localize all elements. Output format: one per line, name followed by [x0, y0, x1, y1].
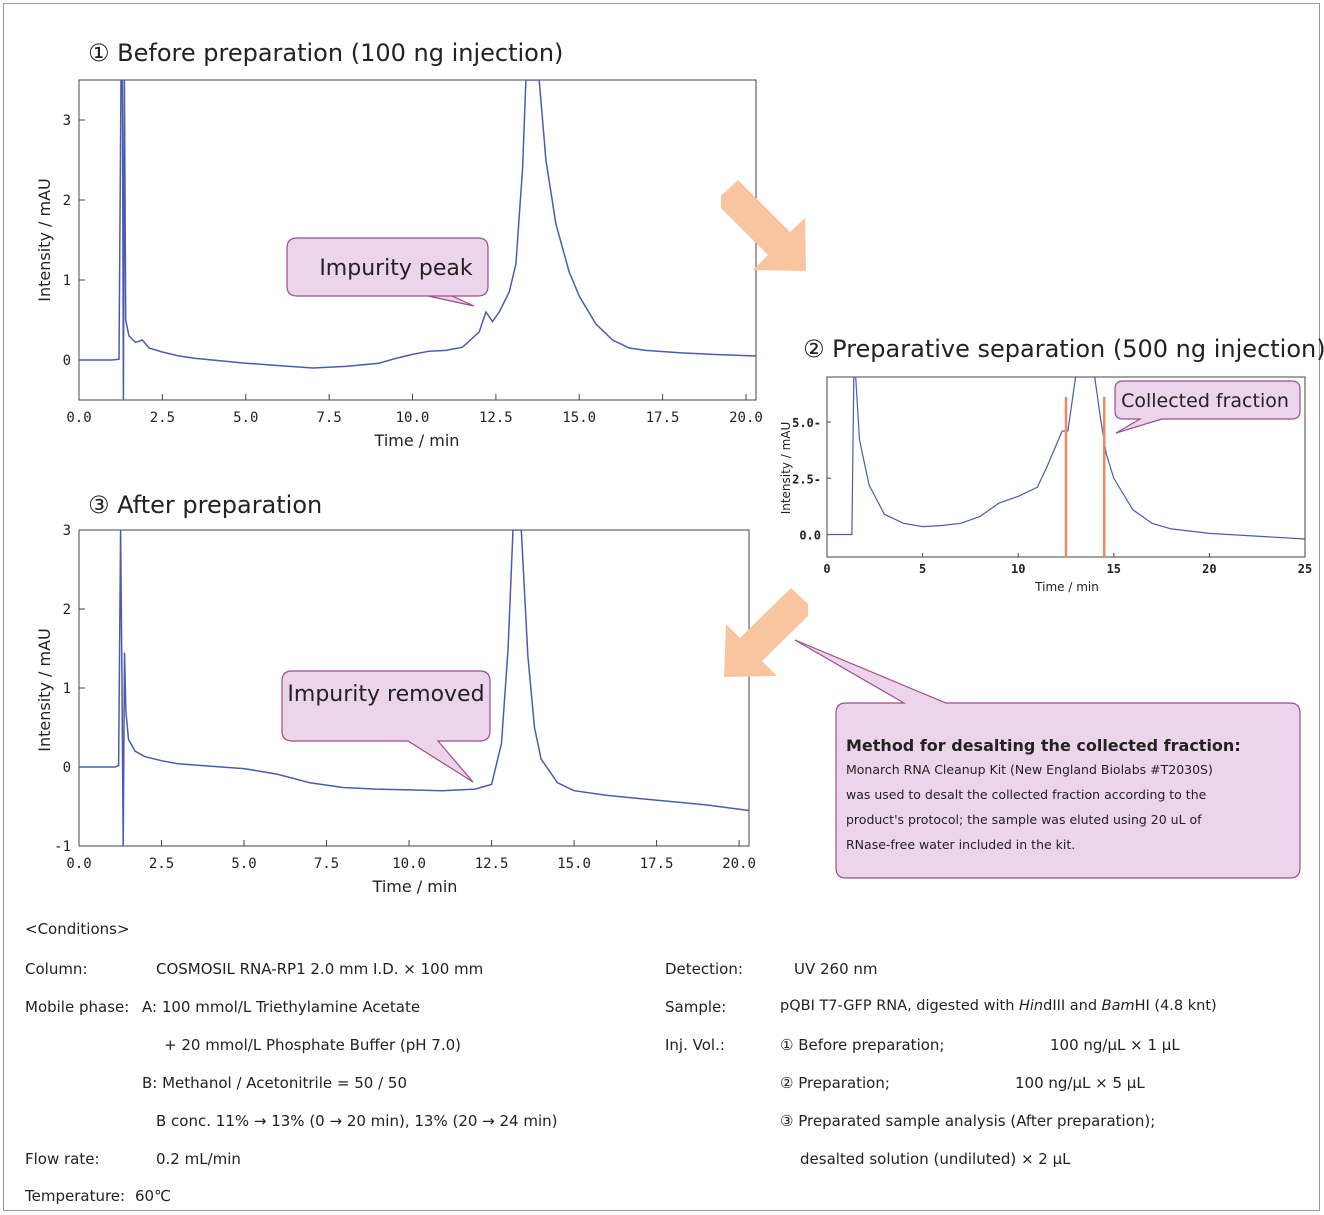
chart-2-xlabel: Time / min [1034, 580, 1099, 594]
detection-value: UV 260 nm [794, 960, 878, 978]
x-tick-label: 12.5 [479, 410, 513, 426]
x-tick-label: 7.5 [316, 410, 341, 426]
temperature-value: 60℃ [135, 1187, 171, 1205]
sample-text: dIII and [1043, 998, 1102, 1014]
x-tick-label: 10.0 [392, 856, 426, 872]
x-tick-label: 17.5 [640, 856, 674, 872]
chart-2-trace [827, 377, 1305, 540]
x-tick-label: 5 [919, 562, 926, 576]
x-tick-label: 20.0 [722, 856, 756, 872]
column-label: Column: [25, 960, 88, 978]
method-body: Monarch RNA Cleanup Kit (New England Bio… [846, 757, 1284, 857]
x-tick-label: 10 [1011, 562, 1025, 576]
x-tick-label: 15.0 [562, 410, 596, 426]
y-tick-label: 2.5- [792, 472, 821, 486]
conditions-header: <Conditions> [25, 920, 130, 938]
x-tick-label: 25 [1298, 562, 1312, 576]
method-line: product's protocol; the sample was elute… [846, 812, 1202, 827]
chart-before-preparation: 0.0 2.5 5.0 7.5 10.0 12.5 15.0 17.5 20.0 0 1 2 3 Tim… [35, 79, 763, 450]
mobile-phase-a2: + 20 mmol/L Phosphate Buffer (pH 7.0) [164, 1036, 462, 1054]
x-tick-label: 15.0 [557, 856, 591, 872]
mobile-phase-b2: B conc. 11% → 13% (0 → 20 min), 13% (20 … [156, 1112, 558, 1130]
x-tick-label: 0.0 [66, 856, 91, 872]
detection-label: Detection: [665, 960, 743, 978]
flow-rate-label: Flow rate: [25, 1150, 100, 1168]
sample-text: pQBI T7-GFP RNA, digested with [780, 998, 1019, 1014]
method-line: RNase-free water included in the kit. [846, 837, 1076, 852]
chart-2-title: ② Preparative separation (500 ng injecti… [803, 335, 1324, 363]
x-tick-label: 0.0 [66, 410, 91, 426]
x-tick-label: 20 [1202, 562, 1216, 576]
method-line: Monarch RNA Cleanup Kit (New England Bio… [846, 762, 1213, 777]
sample-value: pQBI T7-GFP RNA, digested with HindIII a… [780, 998, 1217, 1014]
callout-collected-fraction-text: Collected fraction [1121, 390, 1289, 412]
mobile-phase-a: A: 100 mmol/L Triethylamine Acetate [142, 998, 421, 1016]
x-tick-label: 20.0 [729, 410, 763, 426]
arrow-down-left-icon [724, 588, 808, 677]
x-tick-label: 5.0 [231, 856, 256, 872]
x-tick-label: 10.0 [396, 410, 430, 426]
chart-3-ylabel: Intensity / mAU [35, 628, 54, 751]
figure-frame [3, 3, 1320, 1211]
callout-impurity-peak: Impurity peak [286, 237, 489, 307]
x-tick-label: 17.5 [646, 410, 680, 426]
chart-1-title: ① Before preparation (100 ng injection) [88, 39, 563, 67]
x-tick-label: 12.5 [475, 856, 509, 872]
callout-collected-fraction: Collected fraction [1114, 380, 1301, 434]
method-line: was used to desalt the collected fractio… [846, 787, 1207, 802]
chart-3-trace [79, 530, 749, 846]
y-tick-label: 1 [63, 273, 71, 289]
flow-rate-value: 0.2 mL/min [156, 1150, 241, 1168]
sample-enzyme-2: Bam [1101, 998, 1135, 1014]
method-title: Method for desalting the collected fract… [846, 736, 1241, 755]
temperature-label: Temperature: [25, 1187, 126, 1205]
y-tick-label: 0 [63, 760, 71, 776]
y-tick-label: 3 [63, 113, 71, 129]
callout-impurity-peak-text: Impurity peak [319, 256, 473, 281]
x-tick-label: 7.5 [314, 856, 339, 872]
x-tick-label: 2.5 [149, 856, 174, 872]
inj-2-value: 100 ng/μL × 5 μL [1015, 1074, 1145, 1092]
chart-2-ylabel: Intensity / mAU [779, 422, 793, 515]
sample-text: HI (4.8 knt) [1134, 998, 1217, 1014]
inj-3-value: desalted solution (undiluted) × 2 μL [800, 1150, 1071, 1168]
x-tick-label: 5.0 [233, 410, 258, 426]
method-box [794, 639, 1301, 879]
inj-1-label: ① Before preparation; [780, 1036, 945, 1054]
x-tick-label: 15 [1107, 562, 1121, 576]
chart-3-title: ③ After preparation [88, 491, 322, 519]
column-value: COSMOSIL RNA-RP1 2.0 mm I.D. × 100 mm [156, 960, 484, 978]
sample-enzyme-1: Hin [1019, 998, 1044, 1014]
y-tick-label: 0.0 [799, 529, 821, 543]
chart-after-preparation: 0.0 2.5 5.0 7.5 10.0 12.5 15.0 17.5 20.0 -1 0 1 2 3 T… [35, 523, 756, 896]
y-tick-label: 2 [63, 193, 71, 209]
inj-2-label: ② Preparation; [780, 1074, 890, 1092]
chart-1-trace [79, 80, 756, 400]
chart-3-xlabel: Time / min [372, 877, 458, 896]
y-tick-label: 5.0- [792, 416, 821, 430]
y-tick-label: -1 [54, 839, 71, 855]
mobile-phase-label: Mobile phase: [25, 998, 130, 1016]
x-tick-label: 0 [823, 562, 830, 576]
y-tick-label: 2 [63, 602, 71, 618]
chart-1-xlabel: Time / min [374, 431, 460, 450]
sample-label: Sample: [665, 998, 727, 1016]
callout-impurity-removed: Impurity removed [281, 670, 491, 783]
method-description: Method for desalting the collected fract… [846, 736, 1284, 857]
inj-1-value: 100 ng/μL × 1 μL [1050, 1036, 1180, 1054]
inj-vol-label: Inj. Vol.: [665, 1036, 725, 1054]
callout-impurity-removed-text: Impurity removed [287, 682, 484, 707]
arrow-down-right-icon [721, 180, 806, 271]
mobile-phase-b: B: Methanol / Acetonitrile = 50 / 50 [142, 1074, 407, 1092]
x-tick-label: 2.5 [150, 410, 175, 426]
y-tick-label: 0 [63, 353, 71, 369]
chart-1-ylabel: Intensity / mAU [35, 178, 54, 301]
inj-3-label: ③ Preparated sample analysis (After prep… [780, 1112, 1156, 1130]
chart-preparative-separation: 0 5 10 15 20 25 0.0 2.5- 5.0- Time / min Intensi… [779, 376, 1312, 594]
y-tick-label: 1 [63, 681, 71, 697]
y-tick-label: 3 [63, 523, 71, 539]
